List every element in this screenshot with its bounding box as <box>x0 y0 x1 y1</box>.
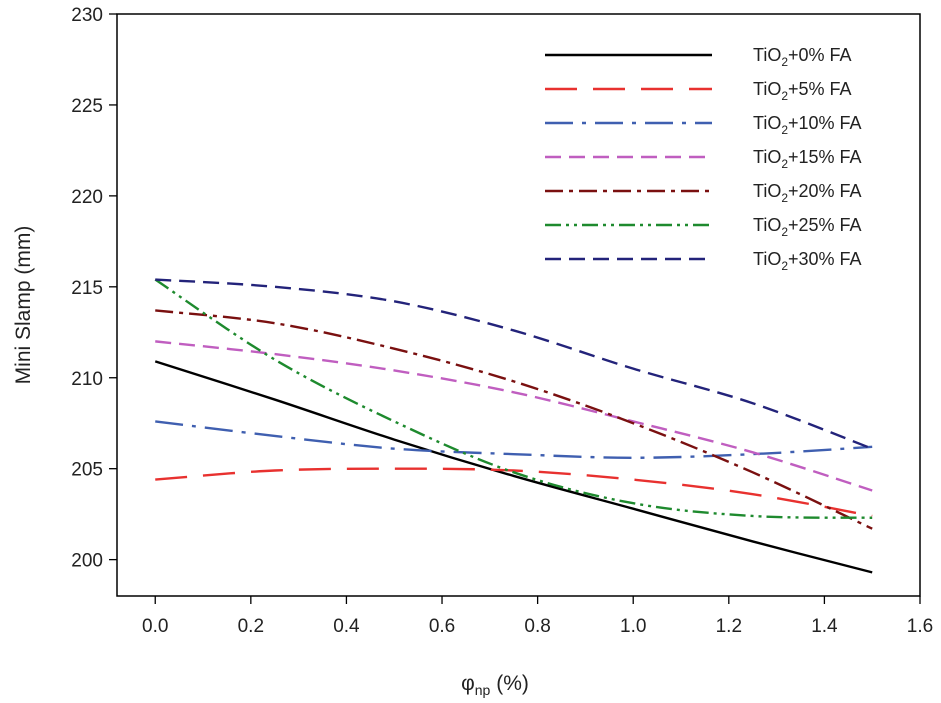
legend-label-subscript: 2 <box>781 259 788 273</box>
x-axis: 0.0 0.2 0.4 0.6 0.8 1.0 1.2 1.4 1.6 <box>142 596 933 637</box>
x-tick-label: 0.4 <box>333 616 360 637</box>
legend-label-prefix: TiO <box>753 147 781 167</box>
x-tick-label: 1.0 <box>620 616 646 637</box>
y-axis: 200 205 210 215 220 225 230 <box>71 5 117 572</box>
legend-label-suffix: +5% FA <box>788 79 852 99</box>
legend-label-2: TiO2+5% FA <box>753 79 852 103</box>
series-line-2 <box>155 467 873 518</box>
legend-label-suffix: +20% FA <box>788 181 862 201</box>
x-axis-title: φnp (%) <box>461 672 529 698</box>
legend-label-subscript: 2 <box>781 191 788 205</box>
x-tick-label: 1.6 <box>907 616 933 637</box>
y-tick-label: 200 <box>71 551 103 572</box>
series-line-7 <box>155 278 873 450</box>
legend-label-subscript: 2 <box>781 55 788 69</box>
plot-frame <box>116 13 921 597</box>
y-axis-title: Mini Slamp (mm) <box>12 226 35 385</box>
legend-label-subscript: 2 <box>781 157 788 171</box>
legend-label-6: TiO2+25% FA <box>753 215 862 239</box>
legend-label-prefix: TiO <box>753 113 781 133</box>
series-line-1 <box>154 360 873 574</box>
legend-label-subscript: 2 <box>781 123 788 137</box>
x-axis-symbol: φ <box>461 672 475 695</box>
y-tick-label: 210 <box>71 369 103 390</box>
legend-label-prefix: TiO <box>753 249 781 269</box>
series-line-3 <box>155 420 873 459</box>
legend-label-suffix: +30% FA <box>788 249 862 269</box>
y-tick-label: 225 <box>71 96 103 117</box>
legend-label-1: TiO2+0% FA <box>753 45 852 69</box>
legend-label-prefix: TiO <box>753 45 781 65</box>
x-axis-subscript: np <box>475 682 491 698</box>
legend-label-subscript: 2 <box>781 89 788 103</box>
legend-label-prefix: TiO <box>753 215 781 235</box>
legend-label-subscript: 2 <box>781 225 788 239</box>
legend-label-suffix: +0% FA <box>788 45 852 65</box>
series-line-6 <box>154 278 873 519</box>
legend-label-5: TiO2+20% FA <box>753 181 862 205</box>
series-layer <box>154 278 873 574</box>
legend-label-suffix: +15% FA <box>788 147 862 167</box>
x-tick-label: 0.0 <box>142 616 168 637</box>
legend-label-3: TiO2+10% FA <box>753 113 862 137</box>
legend-label-7: TiO2+30% FA <box>753 249 862 273</box>
legend-label-4: TiO2+15% FA <box>753 147 862 171</box>
legend-label-suffix: +10% FA <box>788 113 862 133</box>
series-line-4 <box>155 340 873 492</box>
x-tick-label: 0.8 <box>524 616 550 637</box>
x-tick-label: 0.2 <box>238 616 264 637</box>
y-tick-label: 230 <box>71 5 103 26</box>
x-tick-label: 1.2 <box>716 616 742 637</box>
y-tick-label: 205 <box>71 460 103 481</box>
legend-label-suffix: +25% FA <box>788 215 862 235</box>
series-line-5 <box>155 309 873 530</box>
x-axis-unit: (%) <box>496 672 529 695</box>
y-tick-label: 220 <box>71 187 103 208</box>
legend-label-prefix: TiO <box>753 79 781 99</box>
legend-label-prefix: TiO <box>753 181 781 201</box>
x-tick-label: 1.4 <box>811 616 838 637</box>
x-tick-label: 0.6 <box>429 616 455 637</box>
y-tick-label: 215 <box>71 278 103 299</box>
